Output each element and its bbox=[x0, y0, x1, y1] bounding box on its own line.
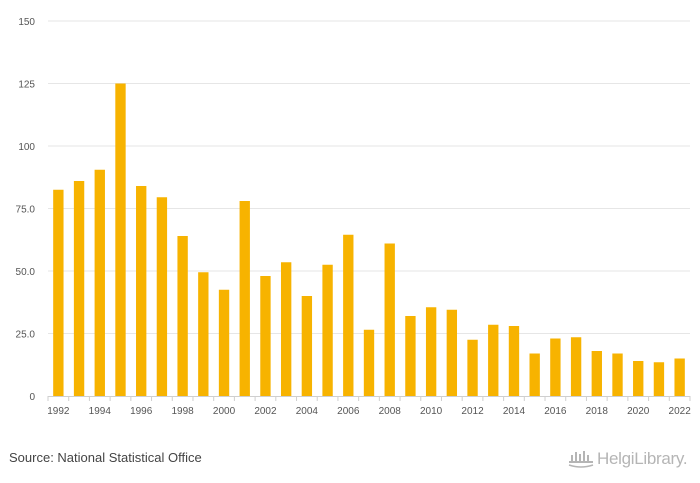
x-tick-label: 2010 bbox=[420, 406, 443, 417]
bar bbox=[550, 338, 561, 396]
helgi-library-logo-icon bbox=[568, 451, 594, 468]
y-tick-label: 25.0 bbox=[16, 330, 36, 341]
x-axis: 1992 1994 1996 1998 2000 2002 2004 2006 2008 2010… bbox=[47, 396, 691, 417]
bar bbox=[301, 296, 313, 396]
bar bbox=[674, 358, 685, 396]
bar bbox=[488, 324, 499, 396]
bar bbox=[177, 236, 188, 396]
bar bbox=[425, 307, 437, 396]
x-tick-label: 2014 bbox=[503, 406, 526, 417]
y-tick-label: 125 bbox=[18, 80, 35, 91]
gridlines bbox=[48, 20, 690, 334]
x-tick-label: 2006 bbox=[337, 406, 360, 417]
y-tick-label: 150 bbox=[18, 17, 35, 28]
bar bbox=[94, 169, 105, 396]
bar bbox=[467, 339, 478, 396]
bar-chart: 0 25.0 50.0 75.0 100 125 150 1992 1994 1996 1998 2… bbox=[16, 17, 692, 417]
bar bbox=[115, 83, 126, 396]
bar bbox=[633, 361, 644, 396]
x-tick-label: 1994 bbox=[89, 406, 112, 417]
bar bbox=[529, 353, 540, 396]
y-axis-ticks: 0 25.0 50.0 75.0 100 125 150 bbox=[16, 17, 36, 403]
bar bbox=[612, 353, 623, 396]
logo-text: HelgiLibrary. bbox=[597, 449, 688, 468]
bars bbox=[53, 83, 685, 396]
bar bbox=[653, 362, 665, 396]
bar bbox=[322, 264, 333, 396]
bar bbox=[405, 316, 416, 396]
bar bbox=[73, 181, 85, 396]
x-tick-label: 2000 bbox=[213, 406, 236, 417]
bar bbox=[53, 189, 64, 396]
bar bbox=[156, 197, 168, 396]
bar bbox=[508, 326, 520, 396]
helgi-library-logo[interactable]: HelgiLibrary. bbox=[568, 448, 688, 470]
x-tick-label: 2022 bbox=[669, 406, 692, 417]
bar bbox=[218, 289, 230, 396]
bar bbox=[280, 262, 292, 396]
y-tick-label: 0 bbox=[29, 392, 35, 403]
x-tick-label: 2020 bbox=[627, 406, 650, 417]
x-tick-label: 1992 bbox=[47, 406, 70, 417]
bar bbox=[136, 186, 147, 396]
source-note: Source: National Statistical Office bbox=[9, 450, 202, 465]
y-tick-label: 50.0 bbox=[16, 267, 36, 278]
x-tick-label: 2016 bbox=[544, 406, 567, 417]
x-tick-label: 2008 bbox=[379, 406, 402, 417]
y-tick-label: 100 bbox=[18, 142, 35, 153]
bar bbox=[343, 234, 354, 396]
x-tick-label: 2004 bbox=[296, 406, 319, 417]
x-tick-label: 2018 bbox=[586, 406, 609, 417]
y-tick-label: 75.0 bbox=[16, 205, 36, 216]
bar bbox=[198, 272, 209, 396]
bar bbox=[239, 201, 250, 396]
bar bbox=[591, 351, 602, 396]
bar bbox=[384, 243, 395, 396]
x-tick-label: 1996 bbox=[130, 406, 153, 417]
bar bbox=[363, 329, 375, 396]
x-tick-label: 1998 bbox=[171, 406, 194, 417]
x-tick-label: 2002 bbox=[254, 406, 277, 417]
x-tick-label: 2012 bbox=[461, 406, 484, 417]
bar bbox=[446, 309, 458, 396]
bar bbox=[260, 276, 271, 396]
bar bbox=[570, 337, 582, 396]
